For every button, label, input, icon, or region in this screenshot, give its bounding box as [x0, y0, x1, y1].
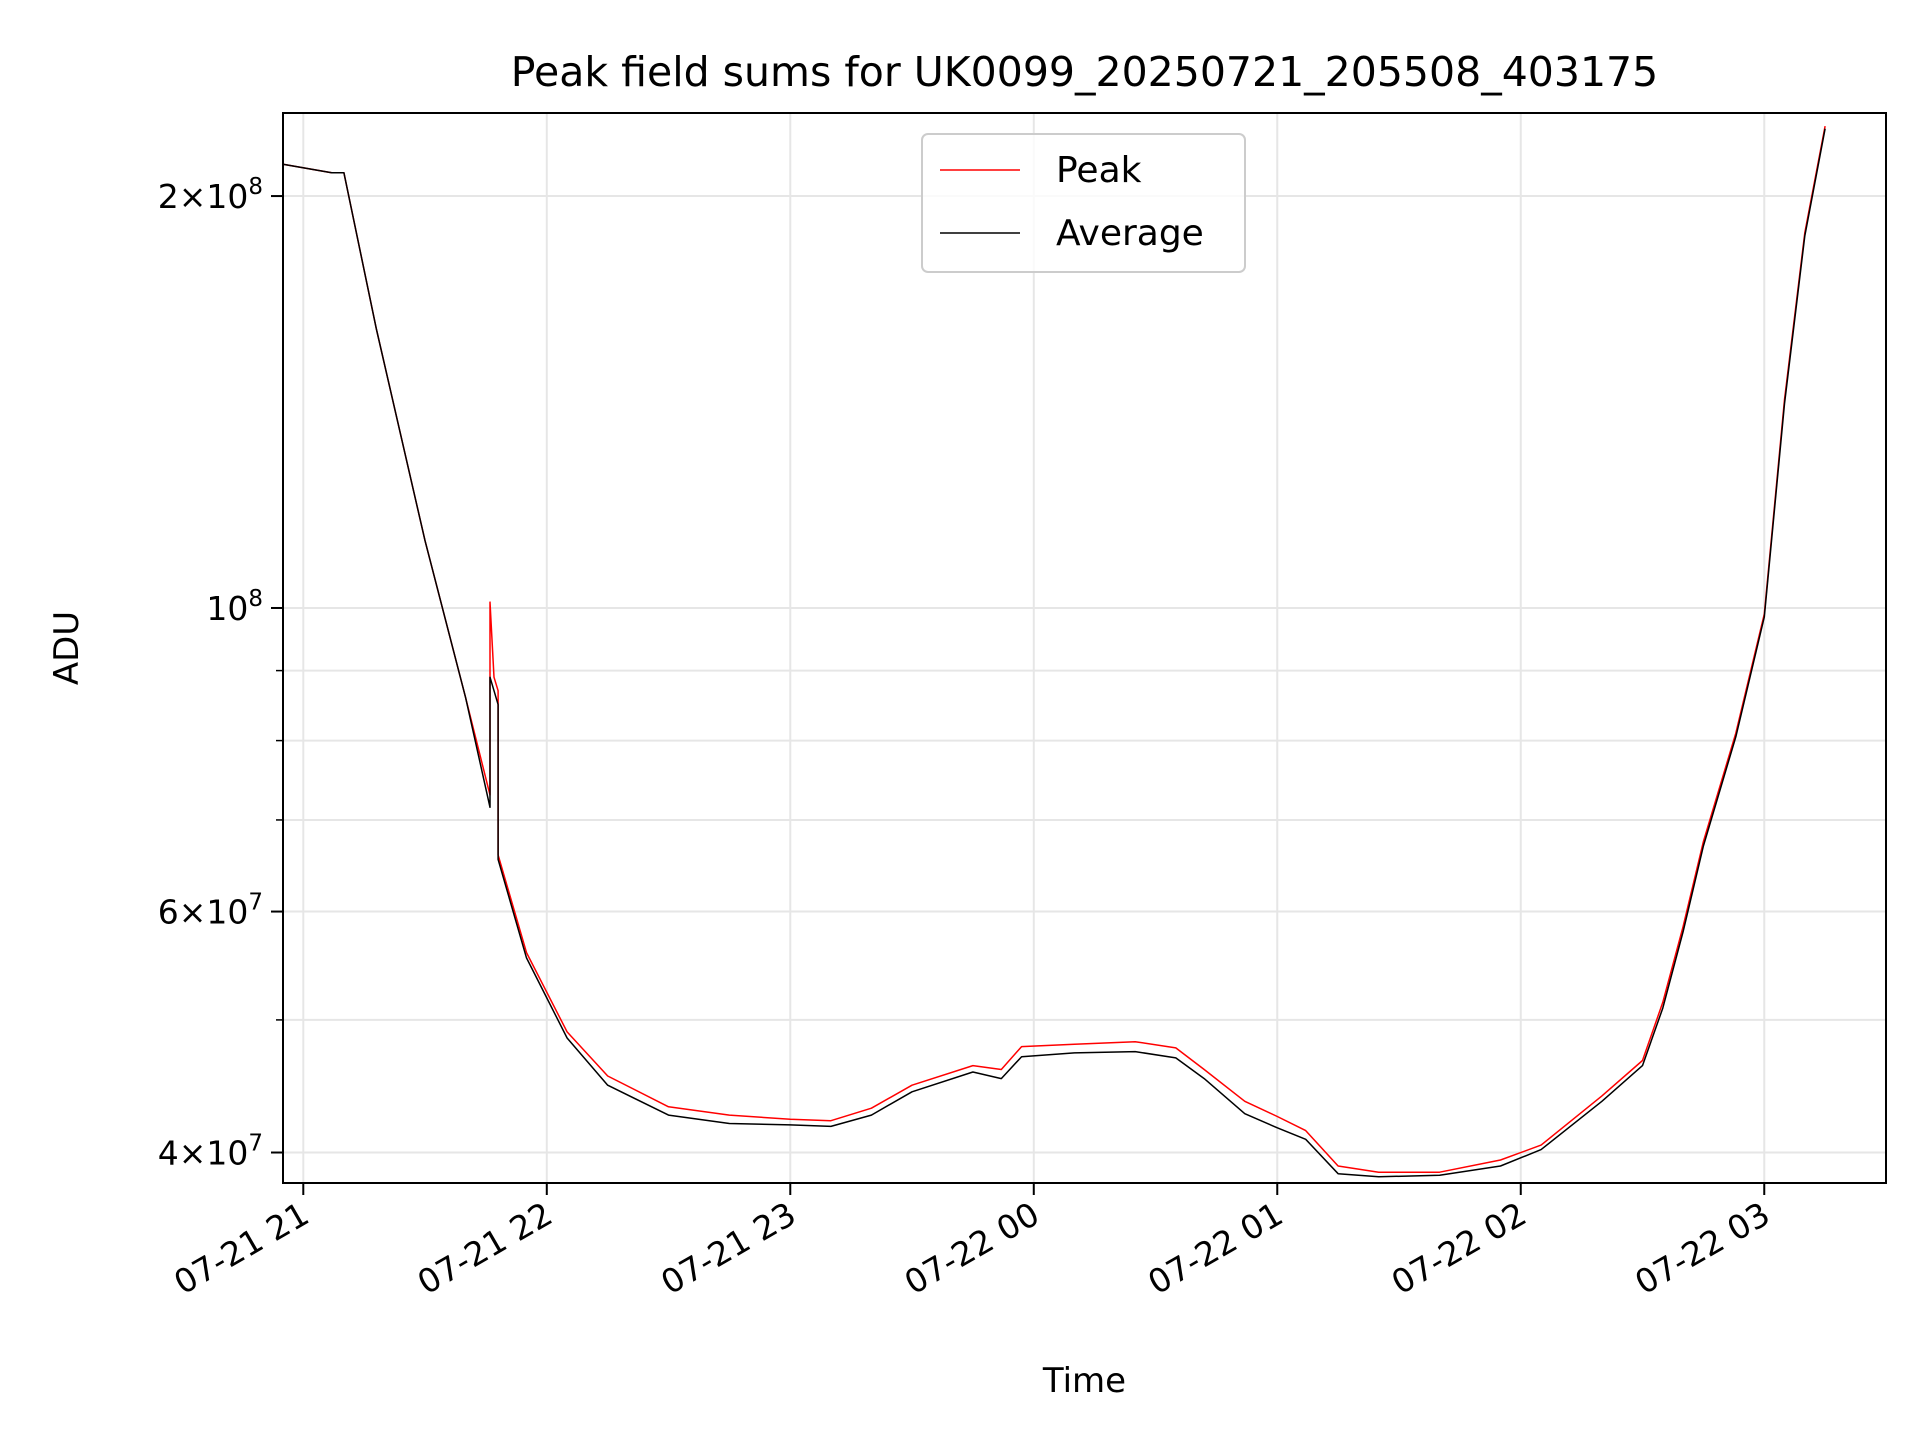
- legend-box: [921, 133, 1246, 273]
- plot-frame: [282, 112, 1887, 1184]
- y-tick-label: 6×107: [158, 890, 263, 932]
- x-axis-label: Time: [1042, 1361, 1126, 1401]
- y-tick-label: 108: [206, 586, 263, 628]
- y-axis-label: ADU: [47, 611, 87, 685]
- series-lines: [282, 125, 1826, 1178]
- legend-label-peak: Peak: [1056, 150, 1142, 191]
- series-line-peak: [282, 125, 1826, 1173]
- series-line-average: [282, 128, 1826, 1178]
- y-tick-label: 2×108: [158, 174, 263, 216]
- legend: Peak Average: [921, 133, 1246, 273]
- legend-label-average: Average: [1056, 213, 1204, 254]
- chart-title: Peak field sums for UK0099_20250721_2055…: [511, 48, 1658, 96]
- y-tick-label: 4×107: [158, 1131, 263, 1173]
- y-axis-ticks: 4×107 6×107 108 2×108: [158, 174, 283, 1173]
